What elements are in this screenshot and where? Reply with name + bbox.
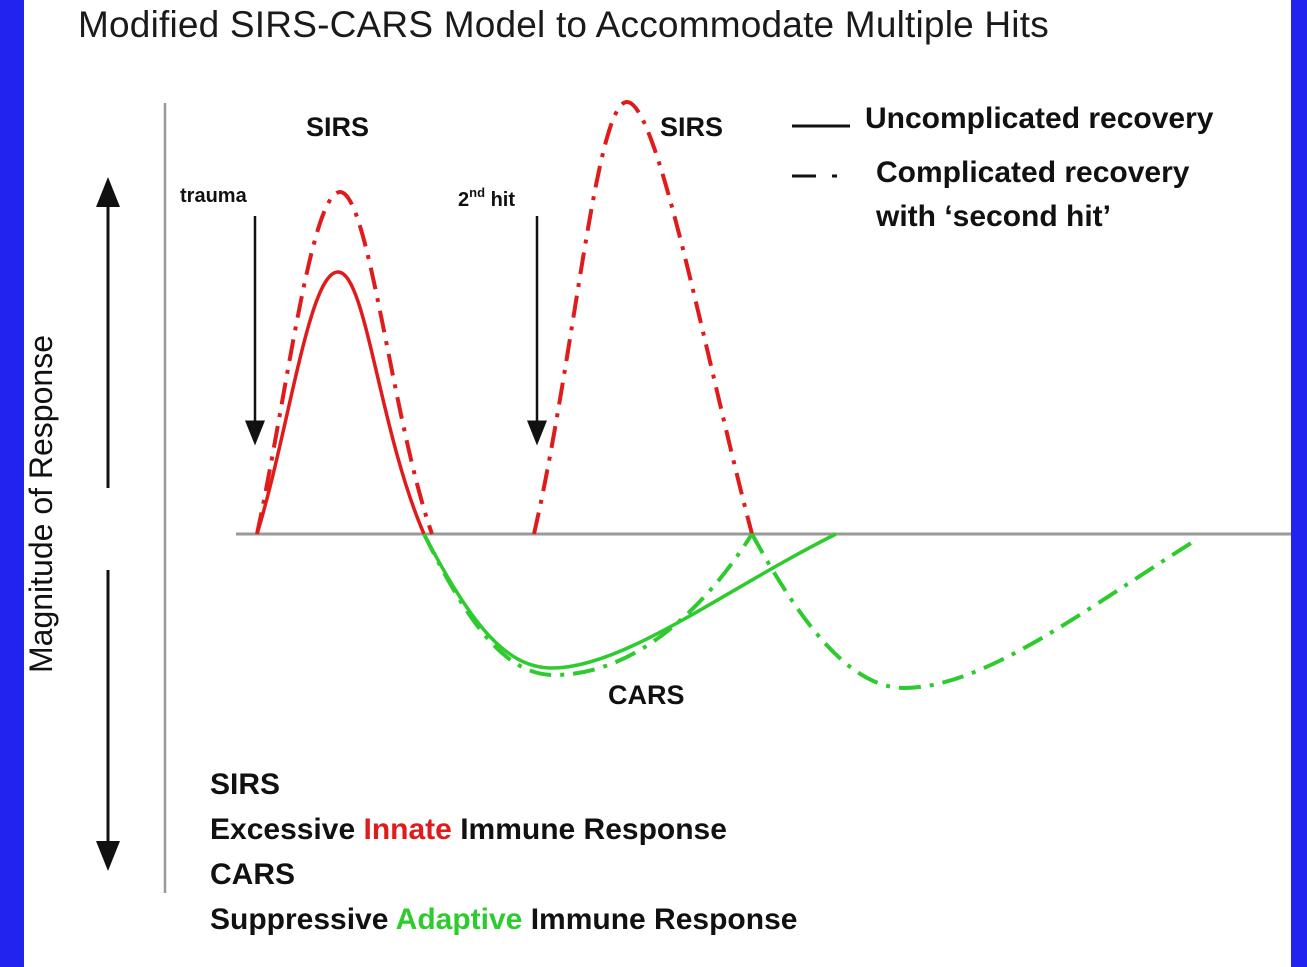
cars-label: CARS <box>608 680 685 710</box>
sirs-complicated-second-curve <box>532 99 754 535</box>
second-hit-label: 2nd hit <box>458 185 515 212</box>
response-diagram <box>96 99 1291 893</box>
cars-complicated-first-curve <box>422 532 754 678</box>
footer-cars-desc-pre: Suppressive <box>210 903 389 936</box>
footer-cars-desc-post: Immune Response <box>530 903 798 936</box>
footer-innate-highlight: Innate <box>363 813 452 846</box>
second-hit-superscript: nd <box>469 185 486 200</box>
footer-sirs-heading: SIRS <box>210 768 281 801</box>
second-hit-word: hit <box>490 189 516 211</box>
sirs-second-label: SIRS <box>660 112 724 142</box>
footer-cars-heading: CARS <box>210 858 296 891</box>
footer-sirs-description: Excessive Innate Immune Response <box>210 807 727 852</box>
sirs-first-label: SIRS <box>306 112 370 142</box>
y-axis-label: Magnitude of Response <box>24 335 59 673</box>
sirs-complicated-first-curve <box>255 189 434 535</box>
cars-complicated-second-curve <box>750 533 1198 691</box>
footer-sirs-desc-pre: Excessive <box>210 813 356 846</box>
trauma-label: trauma <box>180 185 247 207</box>
slide-title: Modified SIRS-CARS Model to Accommodate … <box>78 4 1049 45</box>
footer-adaptive-highlight: Adaptive <box>395 903 523 936</box>
slide: Modified SIRS-CARS Model to Accommodate … <box>24 0 1291 967</box>
legend-solid-text: Uncomplicated recovery <box>865 102 1214 135</box>
legend-dashdot-text-line2: with ‘second hit’ <box>876 200 1112 233</box>
sirs-uncomplicated-curve <box>255 270 426 535</box>
cars-uncomplicated-curve <box>422 532 837 670</box>
footer-cars-description: Suppressive Adaptive Immune Response <box>210 897 797 942</box>
second-hit-number: 2 <box>458 189 470 211</box>
footer-sirs-desc-post: Immune Response <box>460 813 727 846</box>
legend-dashdot-text-line1: Complicated recovery <box>876 156 1190 189</box>
